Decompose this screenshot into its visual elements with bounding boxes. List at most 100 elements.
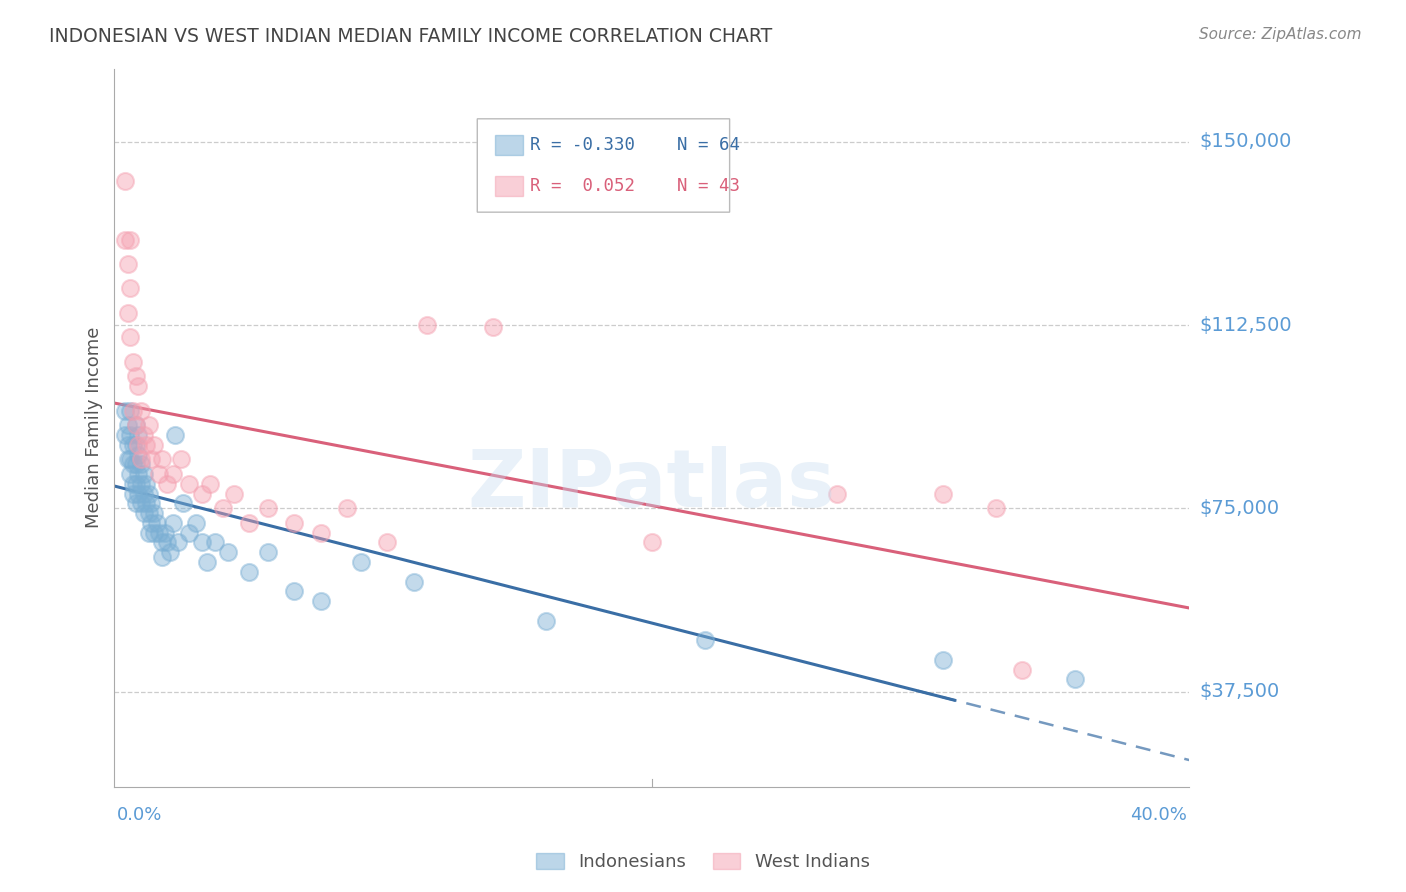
Point <box>135 476 157 491</box>
Point <box>117 257 139 271</box>
Legend: Indonesians, West Indians: Indonesians, West Indians <box>529 846 877 879</box>
Text: $112,500: $112,500 <box>1199 316 1292 334</box>
Point <box>117 418 139 433</box>
Point <box>135 438 157 452</box>
Text: 0.0%: 0.0% <box>117 806 163 824</box>
Point <box>141 452 163 467</box>
Point <box>283 516 305 530</box>
Point <box>186 516 208 530</box>
Point <box>195 555 218 569</box>
Point <box>257 501 280 516</box>
Point <box>124 369 146 384</box>
FancyBboxPatch shape <box>477 119 730 212</box>
Point <box>257 545 280 559</box>
Point <box>932 653 955 667</box>
Point <box>135 496 157 510</box>
Point <box>693 633 716 648</box>
Point <box>984 501 1007 516</box>
Point <box>120 403 142 417</box>
Point <box>117 306 139 320</box>
Point <box>129 476 152 491</box>
Point <box>150 452 173 467</box>
Point <box>127 486 149 500</box>
Point <box>122 476 145 491</box>
Point <box>162 516 184 530</box>
Text: R = -0.330    N = 64: R = -0.330 N = 64 <box>530 136 740 154</box>
Point <box>309 525 332 540</box>
Point <box>124 496 146 510</box>
Point <box>148 467 170 481</box>
Point <box>336 501 359 516</box>
Point <box>238 516 260 530</box>
Point <box>127 428 149 442</box>
Point <box>114 174 136 188</box>
Point <box>145 516 167 530</box>
Point <box>124 418 146 433</box>
Point <box>132 467 155 481</box>
Point <box>150 550 173 565</box>
Point <box>129 496 152 510</box>
Point <box>127 448 149 462</box>
Point <box>204 535 226 549</box>
Point <box>124 458 146 472</box>
Point <box>120 233 142 247</box>
Point <box>143 525 166 540</box>
Point <box>141 516 163 530</box>
Point <box>138 418 160 433</box>
Text: Source: ZipAtlas.com: Source: ZipAtlas.com <box>1198 27 1361 42</box>
Point <box>162 467 184 481</box>
Point <box>120 467 142 481</box>
Point <box>132 428 155 442</box>
Point <box>283 584 305 599</box>
Text: 40.0%: 40.0% <box>1129 806 1187 824</box>
Point <box>309 594 332 608</box>
Point <box>138 525 160 540</box>
Point <box>167 535 190 549</box>
Point <box>120 452 142 467</box>
Point <box>117 438 139 452</box>
Point <box>534 614 557 628</box>
Point <box>143 506 166 520</box>
Point <box>143 438 166 452</box>
Point <box>349 555 371 569</box>
Bar <box>495 176 523 196</box>
Point <box>169 452 191 467</box>
Point <box>416 318 439 332</box>
Point <box>122 403 145 417</box>
Point <box>825 486 848 500</box>
Point <box>198 476 221 491</box>
Point <box>148 525 170 540</box>
Point <box>156 476 179 491</box>
Point <box>122 354 145 368</box>
Point <box>159 545 181 559</box>
Point <box>124 476 146 491</box>
Point <box>141 496 163 510</box>
Text: INDONESIAN VS WEST INDIAN MEDIAN FAMILY INCOME CORRELATION CHART: INDONESIAN VS WEST INDIAN MEDIAN FAMILY … <box>49 27 772 45</box>
Point <box>150 535 173 549</box>
Point <box>238 565 260 579</box>
Point <box>122 438 145 452</box>
Point <box>127 379 149 393</box>
Point <box>153 525 176 540</box>
Point <box>117 452 139 467</box>
Point <box>191 535 214 549</box>
Point <box>177 525 200 540</box>
Point <box>402 574 425 589</box>
Point <box>122 458 145 472</box>
Point <box>217 545 239 559</box>
Point <box>129 403 152 417</box>
Point <box>114 403 136 417</box>
Point <box>1064 673 1087 687</box>
Point <box>129 458 152 472</box>
Point <box>138 506 160 520</box>
Y-axis label: Median Family Income: Median Family Income <box>86 327 103 528</box>
Point <box>212 501 235 516</box>
Point <box>124 418 146 433</box>
Text: ZIPatlas: ZIPatlas <box>468 446 837 524</box>
Point <box>114 233 136 247</box>
Point <box>120 330 142 344</box>
Text: $37,500: $37,500 <box>1199 682 1279 701</box>
Point <box>375 535 398 549</box>
Point <box>172 496 194 510</box>
Point <box>165 428 187 442</box>
